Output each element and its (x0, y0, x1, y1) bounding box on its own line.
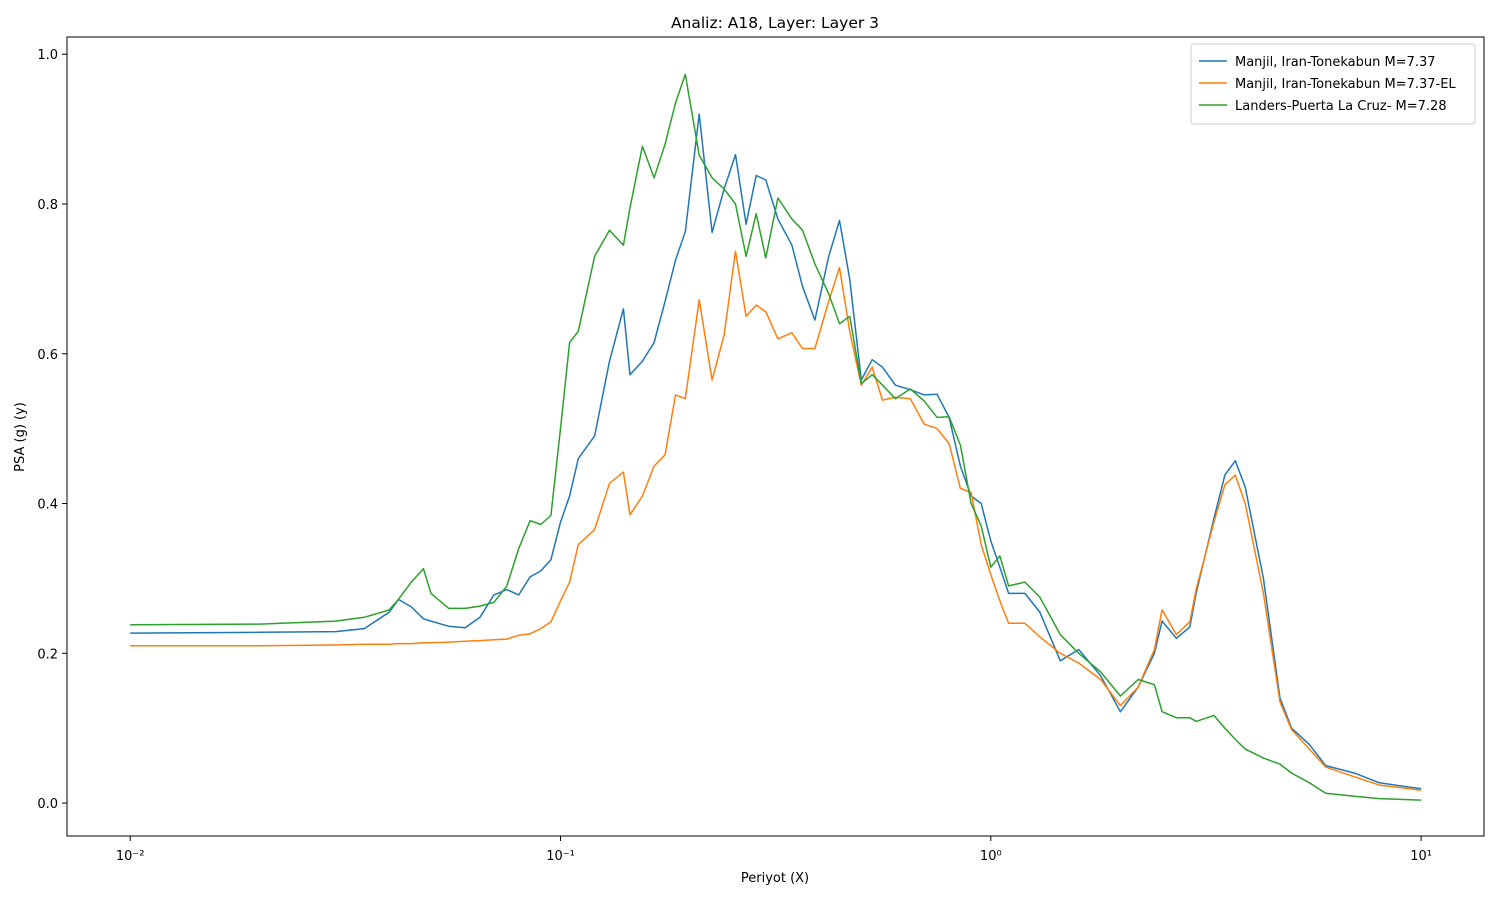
y-tick-label: 1.0 (37, 48, 58, 63)
x-tick-label: 10⁻¹ (546, 849, 575, 864)
legend-label: Manjil, Iran-Tonekabun M=7.37 (1235, 55, 1436, 70)
x-tick-label: 10⁻² (116, 849, 145, 864)
data-line (130, 250, 1422, 792)
y-tick-label: 0.6 (37, 348, 58, 363)
x-tick-label: 10¹ (1410, 849, 1432, 864)
legend-label: Manjil, Iran-Tonekabun M=7.37-EL (1235, 77, 1456, 92)
chart-title: Analiz: A18, Layer: Layer 3 (671, 14, 879, 32)
y-axis-label: PSA (g) (y) (13, 402, 28, 472)
data-line (130, 73, 1422, 801)
data-line (130, 113, 1422, 790)
x-tick-label: 10⁰ (980, 849, 1002, 864)
plot-frame (66, 36, 1485, 837)
x-axis-label: Periyot (X) (741, 871, 809, 886)
y-tick-label: 0.2 (37, 647, 58, 662)
y-tick-label: 0.0 (37, 797, 58, 812)
legend-box (1190, 43, 1476, 125)
legend-label: Landers-Puerta La Cruz- M=7.28 (1235, 99, 1447, 114)
y-tick-label: 0.8 (37, 198, 58, 213)
y-tick-label: 0.4 (37, 498, 58, 513)
